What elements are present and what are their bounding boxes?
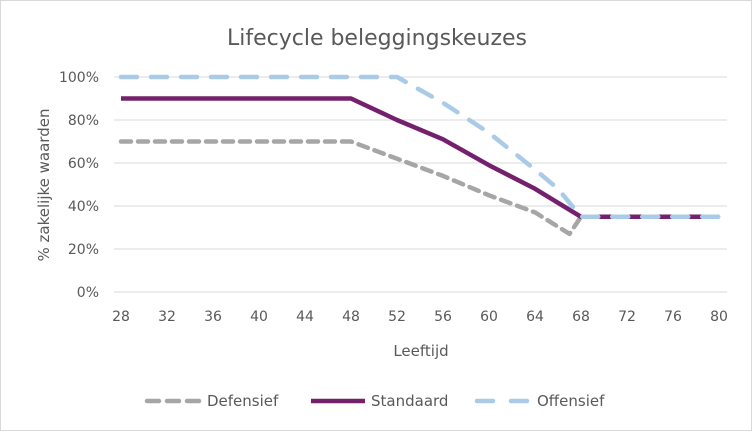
legend-label: Offensief: [537, 392, 605, 410]
x-tick-label: 72: [618, 309, 636, 325]
series-line-offensief: [118, 74, 722, 220]
y-tick-label: 40%: [68, 199, 99, 215]
legend-label: Standaard: [371, 392, 448, 410]
gridlines: [114, 76, 727, 293]
y-tick-label: 80%: [68, 113, 99, 129]
y-axis-label: % zakelijke waarden: [35, 109, 53, 262]
x-tick-label: 48: [342, 309, 360, 325]
x-tick-label: 76: [664, 309, 682, 325]
x-tick-label: 64: [526, 309, 544, 325]
legend-label: Defensief: [207, 392, 279, 410]
legend-item-offensief: Offensief: [474, 392, 605, 410]
y-tick-label: 60%: [68, 156, 99, 172]
x-tick-label: 44: [296, 309, 314, 325]
x-tick-label: 60: [480, 309, 498, 325]
x-tick-label: 32: [158, 309, 176, 325]
series-line-defensief: [118, 139, 722, 237]
y-tick-labels: 0% 20% 40% 60% 80% 100%: [59, 70, 99, 301]
x-tick-label: 52: [388, 309, 406, 325]
x-tick-label: 68: [572, 309, 590, 325]
series-line-standaard: [121, 96, 719, 220]
series-lines: [118, 74, 722, 237]
y-tick-label: 100%: [59, 70, 99, 86]
legend-item-standaard: Standaard: [311, 392, 448, 410]
x-tick-label: 80: [710, 309, 728, 325]
x-tick-label: 28: [112, 309, 130, 325]
legend-item-defensief: Defensief: [144, 392, 279, 410]
x-axis-label: Leeftijd: [393, 342, 448, 360]
x-tick-label: 36: [204, 309, 222, 325]
x-tick-label: 56: [434, 309, 452, 325]
chart-title: Lifecycle beleggingskeuzes: [227, 26, 527, 51]
y-tick-label: 20%: [68, 242, 99, 258]
y-tick-label: 0%: [77, 285, 99, 301]
x-tick-labels: 28 32 36 40 44 48 52 56 60 64 68 72 76 80: [112, 309, 728, 325]
x-tick-label: 40: [250, 309, 268, 325]
legend: Defensief Standaard Offensief: [144, 392, 605, 410]
